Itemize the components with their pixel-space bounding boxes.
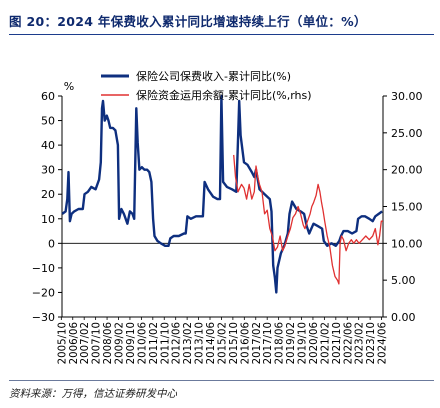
- x-tick-label: 2019/10: [298, 322, 309, 364]
- x-tick-label: 2007/02: [80, 322, 91, 364]
- right-tick-label: 5.00: [391, 274, 416, 287]
- x-tick-label: 2021/10: [332, 322, 343, 364]
- fund-balance-growth-line: [233, 154, 383, 285]
- x-tick-label: 2008/06: [103, 322, 114, 364]
- x-tick-label: 2020/06: [309, 322, 320, 364]
- x-tick-label: 2023/10: [366, 322, 377, 364]
- left-tick-label: 20: [41, 188, 55, 201]
- left-tick-label: −10: [32, 262, 55, 275]
- legend-label-premium: 保险公司保费收入-累计同比(%): [136, 69, 291, 83]
- x-tick-label: 2022/06: [343, 322, 354, 364]
- right-tick-label: 10.00: [391, 237, 423, 250]
- right-tick-label: 0.00: [391, 311, 416, 324]
- x-tick-label: 2011/02: [149, 322, 160, 364]
- x-tick-label: 2006/06: [69, 322, 80, 364]
- x-tick-label: 2010/06: [137, 322, 148, 364]
- x-tick-label: 2017/02: [252, 322, 263, 364]
- x-tick-label: 2011/10: [160, 322, 171, 364]
- title-divider: [9, 34, 434, 35]
- x-tick-label: 2023/02: [355, 322, 366, 364]
- left-tick-label: 10: [41, 213, 55, 226]
- x-tick-label: 2016/06: [240, 322, 251, 364]
- source-note: 资料来源：万得，信达证券研发中心: [9, 388, 177, 400]
- x-tick-label: 2007/10: [92, 322, 103, 364]
- x-tick-label: 2013/10: [195, 322, 206, 364]
- x-tick-label: 2021/02: [320, 322, 331, 364]
- premium-growth-line: [61, 94, 383, 294]
- x-tick-label: 2024/06: [378, 322, 389, 364]
- x-tick-label: 2019/02: [286, 322, 297, 364]
- left-tick-label: 40: [41, 139, 55, 152]
- x-tick-label: 2017/10: [263, 322, 274, 364]
- x-tick-label: 2009/02: [115, 322, 126, 364]
- left-tick-label: −20: [32, 286, 55, 299]
- right-tick-label: 25.00: [391, 127, 423, 140]
- x-tick-label: 2015/02: [217, 322, 228, 364]
- x-tick-label: 2005/10: [57, 322, 68, 364]
- x-tick-label: 2012/06: [172, 322, 183, 364]
- right-tick-label: 20.00: [391, 164, 423, 177]
- legend-label-fund: 保险资金运用余额-累计同比(%,rhs): [136, 88, 312, 102]
- x-tick-label: 2015/10: [229, 322, 240, 364]
- right-tick-label: 30.00: [391, 90, 423, 103]
- left-tick-label: 0: [48, 237, 55, 250]
- x-tick-label: 2013/02: [183, 322, 194, 364]
- source-divider: [9, 380, 434, 381]
- left-tick-label: 50: [41, 115, 55, 128]
- chart-title: 图 20：2024 年保费收入累计同比增速持续上行（单位：%）: [9, 14, 367, 29]
- x-tick-label: 2018/06: [275, 322, 286, 364]
- left-tick-label: 30: [41, 164, 55, 177]
- right-tick-label: 15.00: [391, 201, 423, 214]
- left-axis-unit: %: [64, 80, 74, 93]
- x-tick-label: 2014/06: [206, 322, 217, 364]
- x-tick-label: 2009/10: [126, 322, 137, 364]
- left-tick-label: 60: [41, 90, 55, 103]
- left-tick-label: −30: [32, 311, 55, 324]
- legend: 保险公司保费收入-累计同比(%) 保险资金运用余额-累计同比(%,rhs): [101, 69, 312, 102]
